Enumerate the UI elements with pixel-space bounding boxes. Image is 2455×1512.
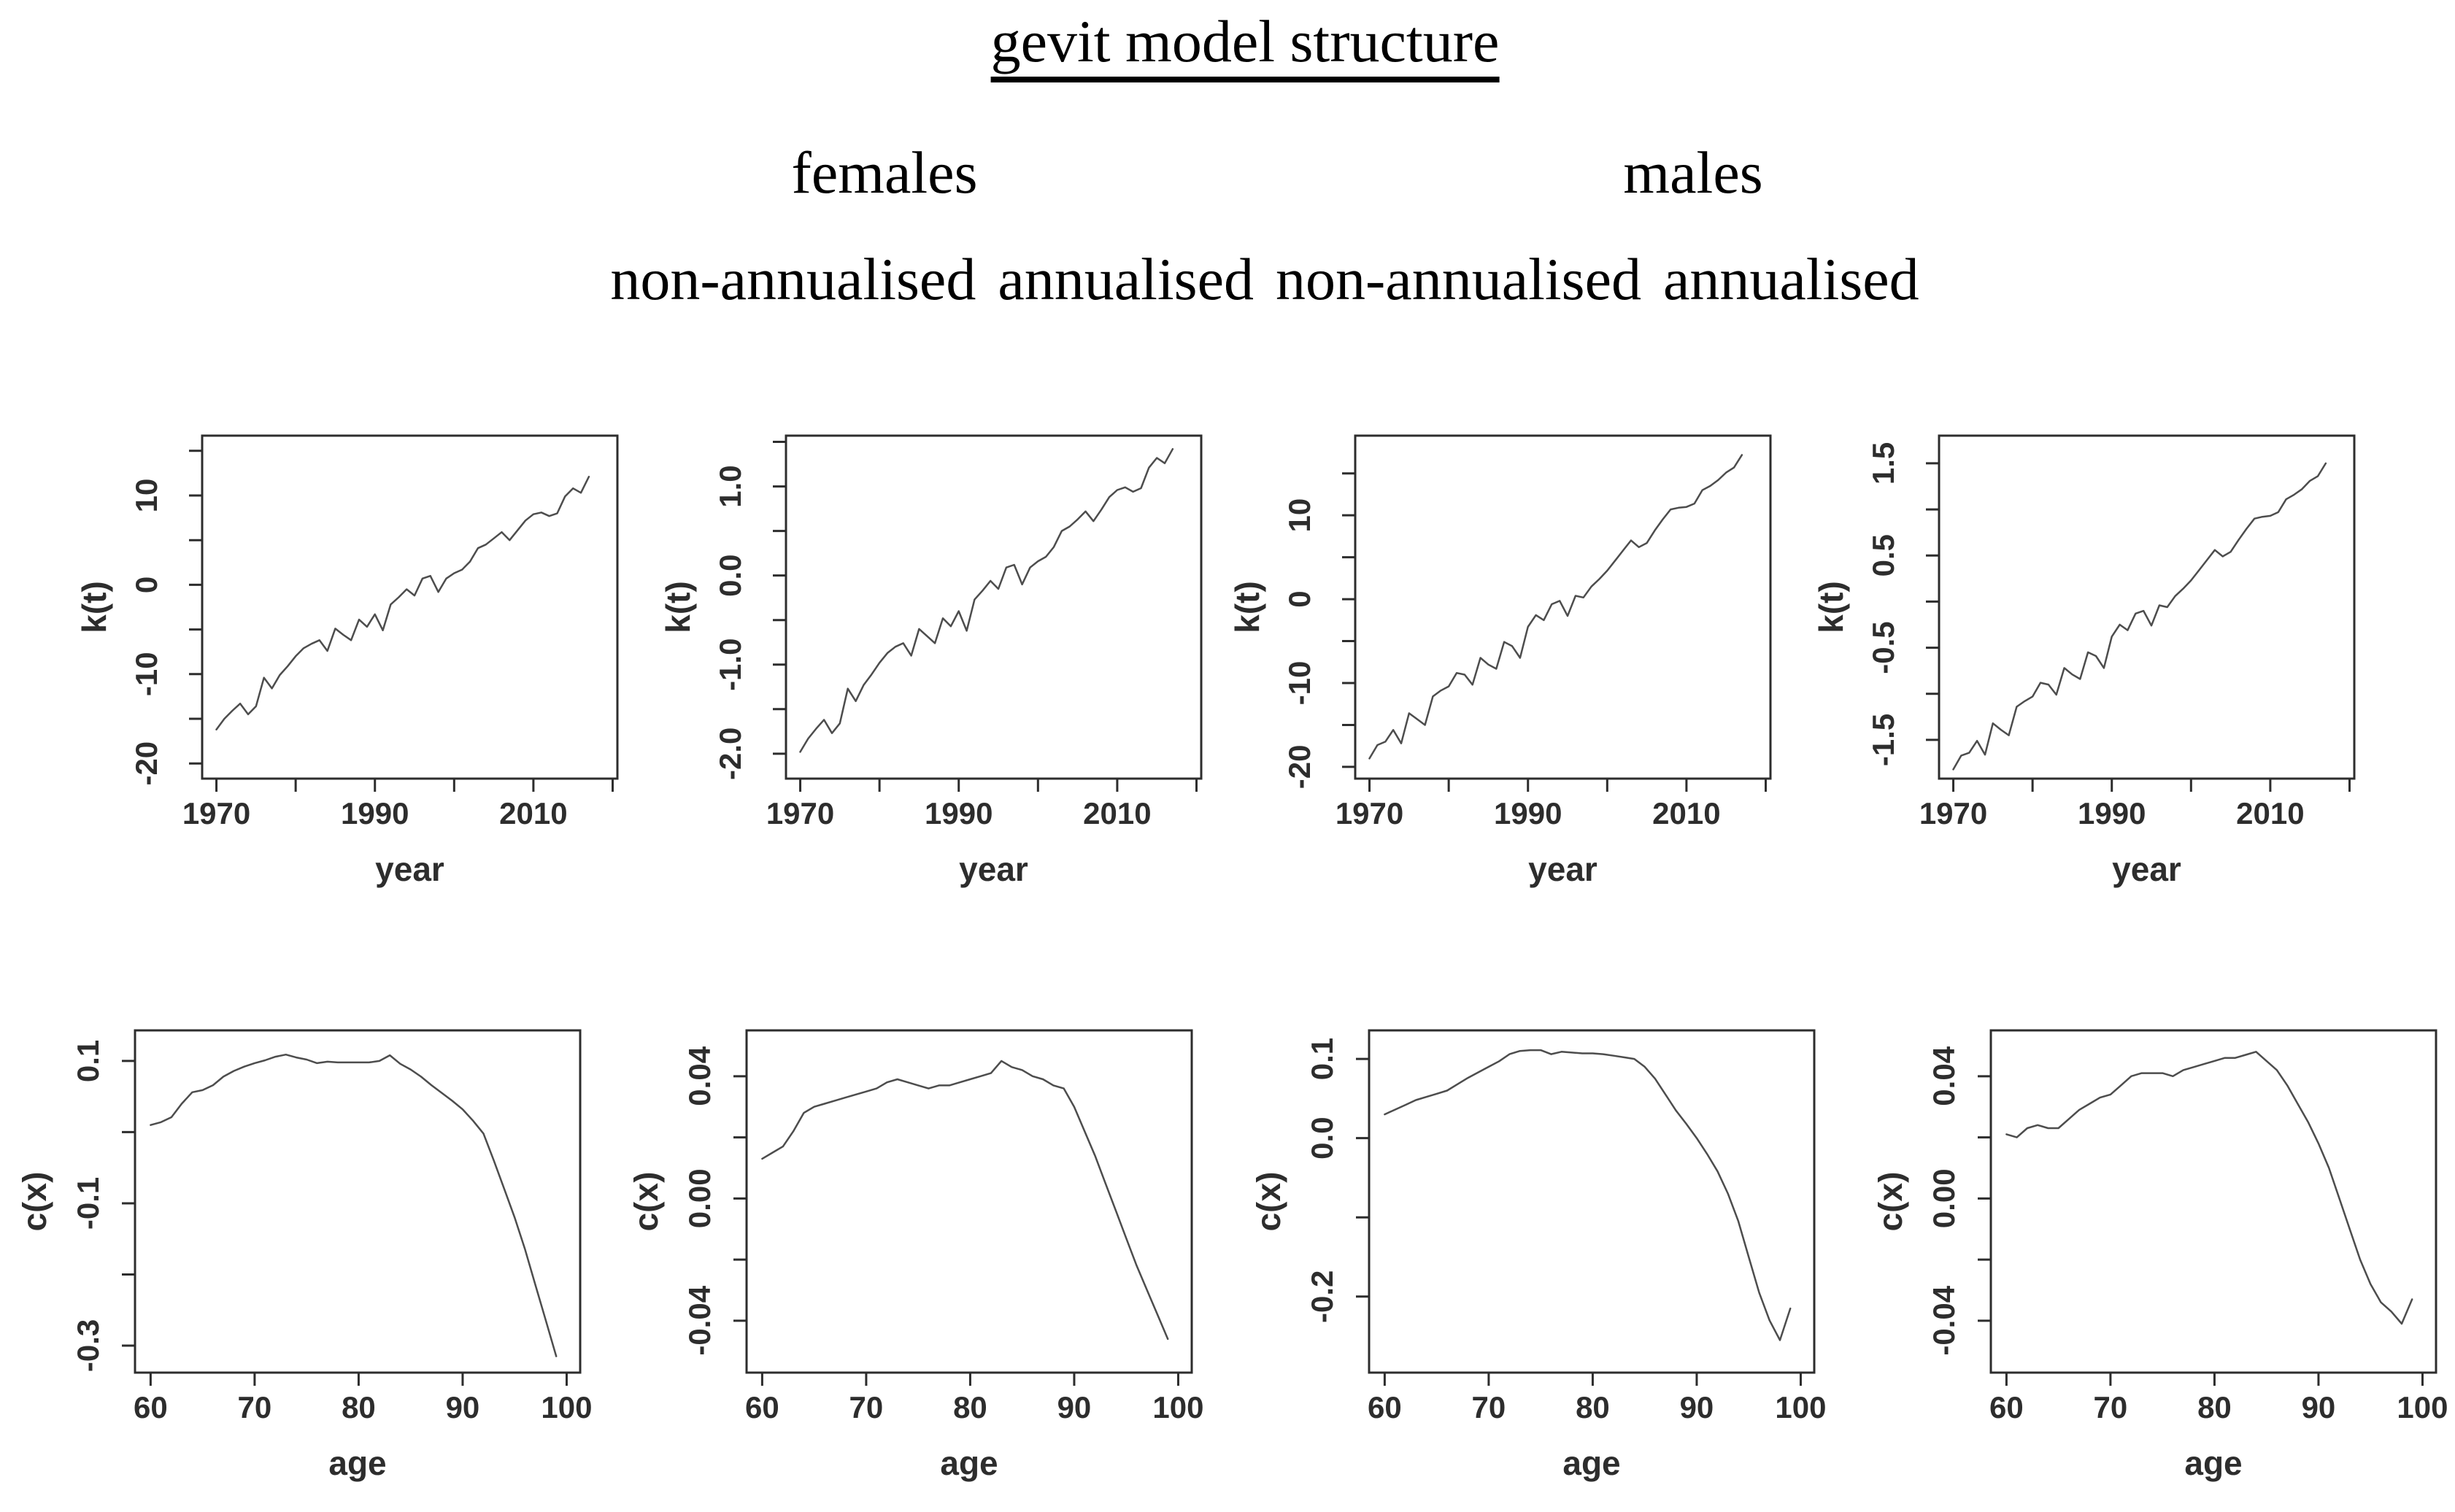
svg-text:1.0: 1.0 xyxy=(713,465,747,507)
svg-text:60: 60 xyxy=(745,1390,779,1424)
svg-text:age: age xyxy=(328,1444,386,1482)
svg-text:100: 100 xyxy=(2397,1390,2448,1424)
svg-text:age: age xyxy=(1562,1444,1620,1482)
svg-text:c(x): c(x) xyxy=(22,1172,53,1232)
svg-text:90: 90 xyxy=(2302,1390,2336,1424)
svg-text:-0.3: -0.3 xyxy=(71,1319,105,1372)
svg-text:0.00: 0.00 xyxy=(682,1168,717,1228)
plot-kt-males-annualised: 1970 1990 2010 -1.5 -0.5 0.5 1.5 year k(t) xyxy=(1812,434,2356,888)
svg-text:0: 0 xyxy=(129,576,163,593)
svg-text:100: 100 xyxy=(1775,1390,1826,1424)
svg-text:0.5: 0.5 xyxy=(1866,534,1900,576)
svg-text:70: 70 xyxy=(2094,1390,2128,1424)
svg-text:2010: 2010 xyxy=(1083,796,1151,830)
svg-text:1970: 1970 xyxy=(766,796,834,830)
svg-text:90: 90 xyxy=(1680,1390,1714,1424)
svg-text:70: 70 xyxy=(238,1390,272,1424)
svg-text:90: 90 xyxy=(446,1390,480,1424)
svg-text:-10: -10 xyxy=(129,652,163,696)
svg-text:10: 10 xyxy=(1282,498,1317,533)
plot-cx-females-annualised: 60 70 80 90 100 -0.04 0.00 0.04 age c(x) xyxy=(633,1029,1204,1482)
svg-text:k(t): k(t) xyxy=(1228,581,1266,633)
svg-text:80: 80 xyxy=(342,1390,376,1424)
svg-text:10: 10 xyxy=(129,479,163,513)
svg-text:60: 60 xyxy=(1368,1390,1402,1424)
svg-text:-20: -20 xyxy=(1282,745,1317,790)
svg-text:c(x): c(x) xyxy=(1878,1172,1909,1232)
svg-text:-10: -10 xyxy=(1282,661,1317,706)
plot-cx-males-non-annualised: 60 70 80 90 100 -0.2 0.0 0.1 age c(x) xyxy=(1256,1029,1827,1482)
svg-text:0.0: 0.0 xyxy=(713,554,747,596)
svg-text:80: 80 xyxy=(2197,1390,2232,1424)
svg-text:0.0: 0.0 xyxy=(1305,1116,1339,1159)
svg-text:k(t): k(t) xyxy=(659,581,697,633)
svg-text:80: 80 xyxy=(953,1390,987,1424)
plot-cx-males-annualised: 60 70 80 90 100 -0.04 0.00 0.04 age c(x) xyxy=(1878,1029,2448,1482)
svg-text:1990: 1990 xyxy=(341,796,409,830)
column-label-males-annualised: annualised xyxy=(1662,246,1919,312)
svg-text:1970: 1970 xyxy=(1336,796,1403,830)
figure-title-text: gevit model structure xyxy=(990,8,1500,82)
svg-text:0: 0 xyxy=(1282,590,1317,607)
svg-text:2010: 2010 xyxy=(1652,796,1720,830)
svg-text:c(x): c(x) xyxy=(1256,1172,1287,1232)
svg-text:-0.1: -0.1 xyxy=(71,1177,105,1230)
svg-text:year: year xyxy=(959,850,1028,888)
svg-text:90: 90 xyxy=(1057,1390,1092,1424)
svg-text:1990: 1990 xyxy=(1494,796,1562,830)
svg-text:0.04: 0.04 xyxy=(682,1046,717,1106)
svg-text:-2.0: -2.0 xyxy=(713,728,747,780)
group-label-males: males xyxy=(1623,139,1763,206)
group-label-females: females xyxy=(791,139,978,206)
svg-text:1990: 1990 xyxy=(925,796,993,830)
svg-text:100: 100 xyxy=(1152,1390,1203,1424)
svg-text:-1.5: -1.5 xyxy=(1866,714,1900,766)
svg-text:-0.04: -0.04 xyxy=(1927,1285,1961,1355)
plot-kt-females-non-annualised: 1970 1990 2010 -20 -10 0 10 year k(t) xyxy=(75,434,619,888)
plot-cx-females-non-annualised: 60 70 80 90 100 -0.3 -0.1 0.1 age c(x) xyxy=(22,1029,593,1482)
svg-text:k(t): k(t) xyxy=(75,581,113,633)
svg-text:c(x): c(x) xyxy=(633,1172,665,1232)
figure-title: gevit model structure xyxy=(990,7,1500,82)
svg-text:k(t): k(t) xyxy=(1812,581,1850,633)
column-label-females-non-annualised: non-annualised xyxy=(610,246,976,312)
svg-text:-0.04: -0.04 xyxy=(682,1285,717,1355)
column-label-females-annualised: annualised xyxy=(998,246,1254,312)
svg-text:year: year xyxy=(1528,850,1598,888)
svg-text:0.1: 0.1 xyxy=(1305,1038,1339,1080)
svg-text:60: 60 xyxy=(1989,1390,2024,1424)
svg-text:-0.5: -0.5 xyxy=(1866,621,1900,674)
svg-text:year: year xyxy=(2112,850,2181,888)
plot-kt-males-non-annualised: 1970 1990 2010 -20 -10 0 10 year k(t) xyxy=(1228,434,1772,888)
svg-text:70: 70 xyxy=(1472,1390,1506,1424)
svg-text:year: year xyxy=(375,850,444,888)
column-labels: non-annualised annualised non-annualised… xyxy=(610,245,1919,314)
svg-text:80: 80 xyxy=(1576,1390,1610,1424)
svg-text:age: age xyxy=(2184,1444,2242,1482)
svg-text:70: 70 xyxy=(849,1390,884,1424)
svg-text:1990: 1990 xyxy=(2078,796,2146,830)
svg-text:0.1: 0.1 xyxy=(71,1040,105,1082)
svg-text:100: 100 xyxy=(541,1390,592,1424)
svg-text:-20: -20 xyxy=(129,741,163,786)
svg-text:0.04: 0.04 xyxy=(1927,1046,1961,1106)
svg-text:1.5: 1.5 xyxy=(1866,442,1900,485)
plot-kt-females-annualised: 1970 1990 2010 -2.0 -1.0 0.0 1.0 year k(t) xyxy=(659,434,1203,888)
svg-text:0.00: 0.00 xyxy=(1927,1168,1961,1228)
column-label-males-non-annualised: non-annualised xyxy=(1276,246,1641,312)
svg-text:1970: 1970 xyxy=(182,796,250,830)
svg-text:1970: 1970 xyxy=(1919,796,1987,830)
svg-text:2010: 2010 xyxy=(499,796,567,830)
svg-text:-1.0: -1.0 xyxy=(713,639,747,691)
svg-text:60: 60 xyxy=(134,1390,168,1424)
svg-text:age: age xyxy=(940,1444,998,1482)
svg-text:2010: 2010 xyxy=(2236,796,2304,830)
svg-text:-0.2: -0.2 xyxy=(1305,1270,1339,1323)
